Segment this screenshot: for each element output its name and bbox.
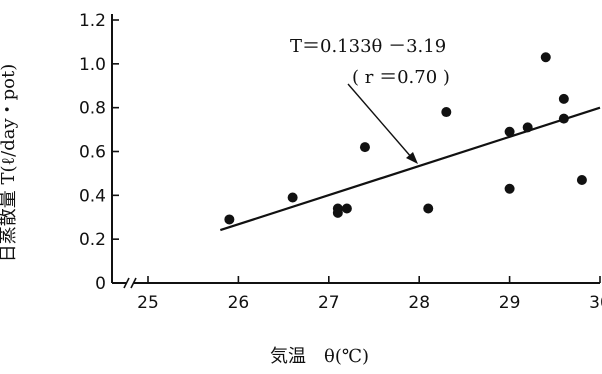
annotations: T＝0.133θ －3.19 ( r ＝0.70 ) — [290, 36, 450, 164]
data-point — [332, 207, 343, 218]
x-tick-label: 25 — [137, 293, 159, 313]
y-tick-label: 1.0 — [79, 55, 106, 75]
ticks: 0 0.2 0.4 0.6 0.8 1.0 1.2 25 26 27 28 29 30 — [79, 11, 602, 313]
data-point — [441, 107, 452, 118]
data-point — [341, 203, 352, 214]
x-tick-label: 26 — [228, 293, 250, 313]
data-point — [522, 122, 533, 133]
x-tick-label: 27 — [318, 293, 340, 313]
data-point — [558, 93, 569, 104]
x-tick-label: 29 — [499, 293, 521, 313]
axis-break-mark — [130, 277, 137, 289]
axis-break-mark — [123, 277, 130, 289]
x-axis-title: 気温 θ(℃) — [270, 346, 369, 367]
data-point — [224, 214, 235, 225]
data-point — [287, 192, 298, 203]
regression-line — [219, 106, 601, 232]
data-point — [504, 126, 515, 137]
y-tick-label: 0.2 — [79, 230, 106, 250]
data-point — [558, 113, 569, 124]
data-point — [504, 183, 515, 194]
data-points — [224, 52, 587, 225]
data-point — [576, 174, 587, 185]
r-value-annotation: ( r ＝0.70 ) — [352, 67, 450, 88]
annotation-leader-line — [347, 83, 413, 159]
x-tick-label: 28 — [408, 293, 430, 313]
x-tick-label: 30 — [589, 293, 602, 313]
data-point — [540, 52, 551, 63]
y-tick-label: 0.4 — [79, 186, 106, 206]
equation-annotation: T＝0.133θ －3.19 — [290, 36, 446, 57]
y-tick-label: 1.2 — [79, 11, 106, 31]
annotation-arrow-head — [406, 152, 418, 164]
data-point — [359, 142, 370, 153]
regression-group — [219, 106, 601, 232]
data-point — [423, 203, 434, 214]
y-axis-title: 日蒸散量 T(ℓ/day・pot) — [0, 64, 19, 262]
y-tick-label: 0.6 — [79, 143, 106, 163]
y-tick-label: 0 — [95, 274, 106, 294]
y-tick-label: 0.8 — [79, 99, 106, 119]
